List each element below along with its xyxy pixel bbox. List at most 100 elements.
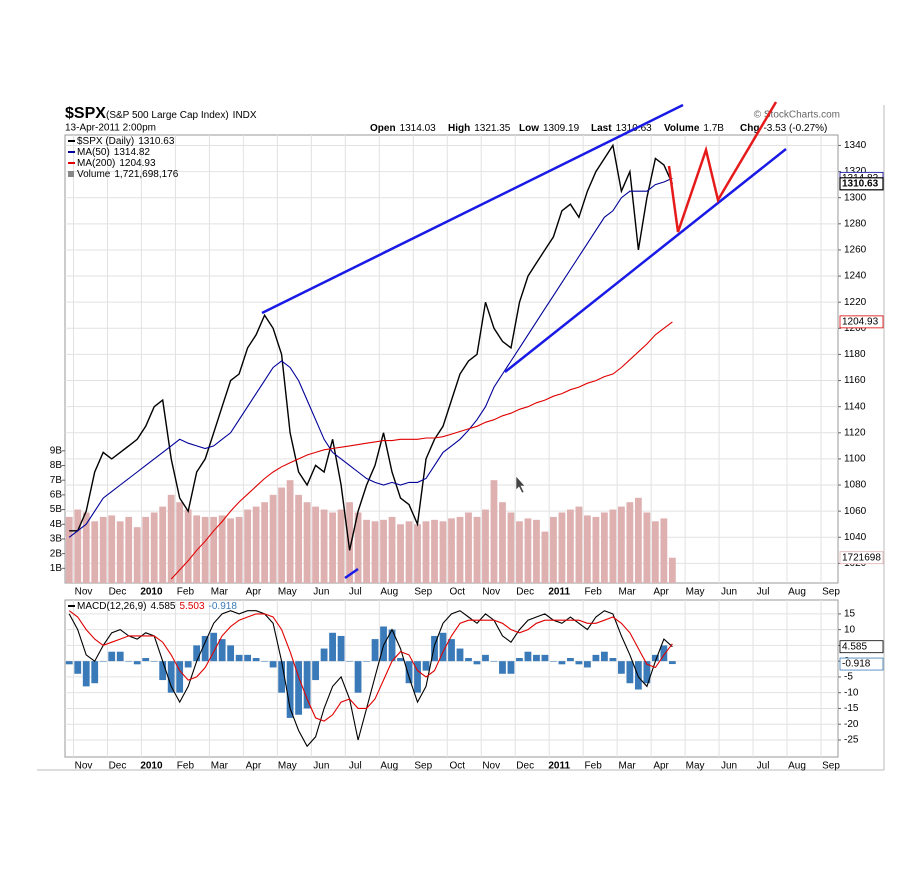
bar: [150, 512, 158, 583]
date: 13-Apr-2011 2:00pm: [65, 123, 156, 134]
bar: [201, 635, 209, 662]
bar: [414, 661, 421, 693]
bar: [167, 661, 175, 693]
y-tick-label: -15: [844, 703, 859, 714]
x-tick-label: Jun: [721, 587, 737, 598]
line: [170, 321, 673, 580]
index-name: (S&P 500 Large Cap Index): [106, 110, 229, 121]
x-tick-label: Jul: [349, 587, 362, 598]
bar: [541, 654, 549, 662]
bar: [609, 509, 617, 583]
x-tick-label: Feb: [177, 587, 195, 598]
bar: [397, 658, 404, 662]
price-badge-label: 4.585: [842, 641, 867, 652]
x-tick-label: Apr: [246, 587, 262, 598]
bar: [601, 512, 608, 583]
quote-label: Volume: [664, 123, 700, 134]
bar: [668, 661, 676, 665]
legend-name: $SPX (Daily): [77, 136, 134, 147]
x-tick-label: May: [278, 761, 297, 772]
bar: [601, 651, 608, 662]
y2-tick-label: 4B: [50, 519, 63, 530]
cursor: [515, 475, 526, 494]
bar: [176, 502, 184, 583]
bar: [74, 509, 82, 583]
price-badge-label: 1721698: [842, 552, 881, 563]
y-tick-label: 1240: [844, 271, 867, 282]
x-tick-label: Jul: [757, 761, 770, 772]
bar: [363, 519, 370, 583]
legend-value: 1204.93: [119, 158, 156, 169]
bar: [456, 648, 464, 662]
bar: [312, 506, 319, 583]
bar: [244, 654, 252, 662]
price-badge-label: 1204.93: [842, 317, 879, 328]
x-tick-label: Aug: [788, 761, 806, 772]
quote-item: Low 1309.19: [519, 123, 580, 134]
legend-value: 4.585: [150, 601, 175, 612]
legend-entry: Volume 1,721,698,176: [77, 169, 179, 180]
bar: [303, 661, 311, 709]
bar: [337, 509, 345, 583]
x-tick-label: Dec: [109, 587, 127, 598]
y-tick-label: 10: [844, 624, 856, 635]
quote-label: Last: [591, 123, 612, 134]
bar: [269, 661, 277, 668]
bar: [218, 515, 226, 583]
x-tick-label: Sep: [822, 761, 840, 772]
bar: [439, 521, 447, 583]
bar: [278, 487, 286, 583]
bar: [651, 521, 659, 583]
x-tick-label: Dec: [516, 587, 534, 598]
bar: [380, 519, 387, 583]
bar: [473, 516, 481, 583]
bar: [261, 661, 269, 662]
legend-value: 1314.82: [114, 147, 151, 158]
bar: [516, 521, 523, 583]
x-tick-label: Aug: [380, 587, 398, 598]
x-tick-label: May: [686, 761, 705, 772]
quote-label: Chg: [740, 123, 759, 134]
trend-line: [504, 148, 787, 373]
legend-name: MA(50): [77, 147, 110, 158]
bar: [184, 509, 192, 583]
x-tick-label: Jul: [757, 587, 770, 598]
bar: [312, 661, 319, 681]
legend-name: MA(200): [77, 158, 115, 169]
bar: [592, 654, 600, 662]
y-tick-label: -10: [844, 687, 859, 698]
x-tick-label: Feb: [585, 587, 603, 598]
bar: [320, 648, 328, 662]
bar: [397, 524, 404, 583]
x-tick-label: Jun: [721, 761, 737, 772]
price-badge: [839, 551, 884, 565]
bar: [193, 515, 201, 583]
bar: [482, 509, 489, 583]
bar: [651, 654, 659, 662]
x-tick-label: May: [278, 587, 297, 598]
bar: [337, 635, 345, 662]
y2-tick-label: 7B: [50, 475, 63, 486]
bar: [524, 518, 532, 583]
bar: [507, 661, 515, 674]
y-tick-label: 1320: [844, 166, 867, 177]
forecast-line: [667, 101, 778, 233]
y-tick-label: 1040: [844, 532, 867, 543]
line: [68, 610, 673, 722]
bar: [244, 509, 252, 583]
index-name: (S&P 500 Large Cap Index) INDX: [106, 110, 257, 121]
bar: [575, 661, 583, 665]
quote-value: 1309.19: [543, 123, 580, 134]
bar: [201, 516, 209, 583]
bar: [567, 658, 574, 662]
x-tick-label: Jun: [313, 761, 329, 772]
bar: [584, 515, 591, 583]
y2-tick-label: 2B: [50, 548, 63, 559]
y-tick-label: 1140: [844, 401, 866, 412]
bar: [668, 557, 676, 583]
bar: [388, 516, 396, 583]
bar: [184, 661, 192, 668]
x-tick-label: Jun: [313, 587, 329, 598]
bar: [82, 512, 90, 583]
